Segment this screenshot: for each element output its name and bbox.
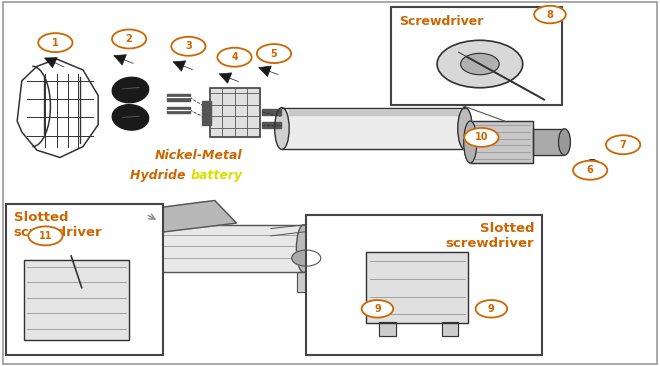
Bar	[24, 259, 129, 340]
Text: Hydride: Hydride	[131, 169, 190, 182]
Bar	[297, 272, 323, 292]
Bar	[379, 322, 396, 336]
Circle shape	[534, 6, 566, 23]
Bar	[442, 322, 459, 336]
Ellipse shape	[558, 129, 570, 155]
Text: 8: 8	[546, 10, 554, 19]
Circle shape	[461, 53, 499, 75]
Circle shape	[217, 48, 251, 67]
Text: 9: 9	[374, 304, 381, 314]
Bar	[24, 259, 129, 340]
Text: 1: 1	[52, 38, 59, 48]
Bar	[282, 108, 465, 149]
Ellipse shape	[464, 121, 477, 163]
Bar	[262, 122, 280, 128]
Circle shape	[437, 40, 523, 88]
Circle shape	[172, 37, 205, 56]
Ellipse shape	[296, 225, 311, 272]
Bar	[106, 225, 304, 272]
Bar	[167, 94, 189, 101]
Ellipse shape	[583, 160, 601, 179]
Bar	[366, 252, 469, 324]
Ellipse shape	[112, 77, 148, 103]
Bar	[471, 121, 533, 163]
Text: 4: 4	[231, 52, 238, 62]
Bar	[106, 225, 304, 272]
Circle shape	[38, 33, 73, 52]
Text: Slotted
screwdriver: Slotted screwdriver	[446, 223, 534, 250]
Circle shape	[257, 44, 291, 63]
FancyBboxPatch shape	[306, 215, 542, 355]
Circle shape	[292, 250, 321, 266]
Bar	[297, 272, 323, 292]
Text: Nickel-Metal: Nickel-Metal	[154, 149, 242, 162]
Bar	[471, 121, 533, 163]
Circle shape	[606, 135, 640, 154]
Bar	[202, 101, 211, 125]
FancyBboxPatch shape	[6, 204, 164, 355]
FancyBboxPatch shape	[391, 7, 562, 105]
Text: 11: 11	[39, 231, 52, 241]
Text: 3: 3	[185, 41, 192, 51]
Circle shape	[476, 300, 507, 318]
Circle shape	[28, 227, 63, 245]
Ellipse shape	[99, 225, 114, 272]
Text: 10: 10	[475, 132, 488, 142]
Bar	[210, 88, 259, 137]
Circle shape	[362, 300, 393, 318]
Circle shape	[112, 30, 147, 48]
Bar	[442, 322, 459, 336]
Text: Screwdriver: Screwdriver	[399, 15, 484, 27]
Bar	[366, 252, 469, 324]
Bar	[288, 110, 459, 115]
Bar	[262, 109, 280, 115]
Circle shape	[573, 161, 607, 180]
Ellipse shape	[112, 105, 148, 130]
Text: 7: 7	[620, 140, 626, 150]
Circle shape	[465, 128, 498, 147]
Text: Slotted
screwdriver: Slotted screwdriver	[14, 212, 102, 239]
Ellipse shape	[275, 108, 289, 149]
Bar	[167, 107, 189, 113]
Ellipse shape	[458, 108, 473, 149]
Bar	[533, 129, 564, 155]
Bar	[379, 322, 396, 336]
Bar	[533, 129, 564, 155]
Text: battery: battery	[190, 169, 242, 182]
Bar	[210, 88, 259, 137]
Ellipse shape	[588, 164, 597, 175]
Text: 5: 5	[271, 49, 277, 59]
Text: 2: 2	[126, 34, 133, 44]
Polygon shape	[110, 201, 236, 236]
Text: 9: 9	[488, 304, 495, 314]
Text: 6: 6	[587, 165, 593, 175]
